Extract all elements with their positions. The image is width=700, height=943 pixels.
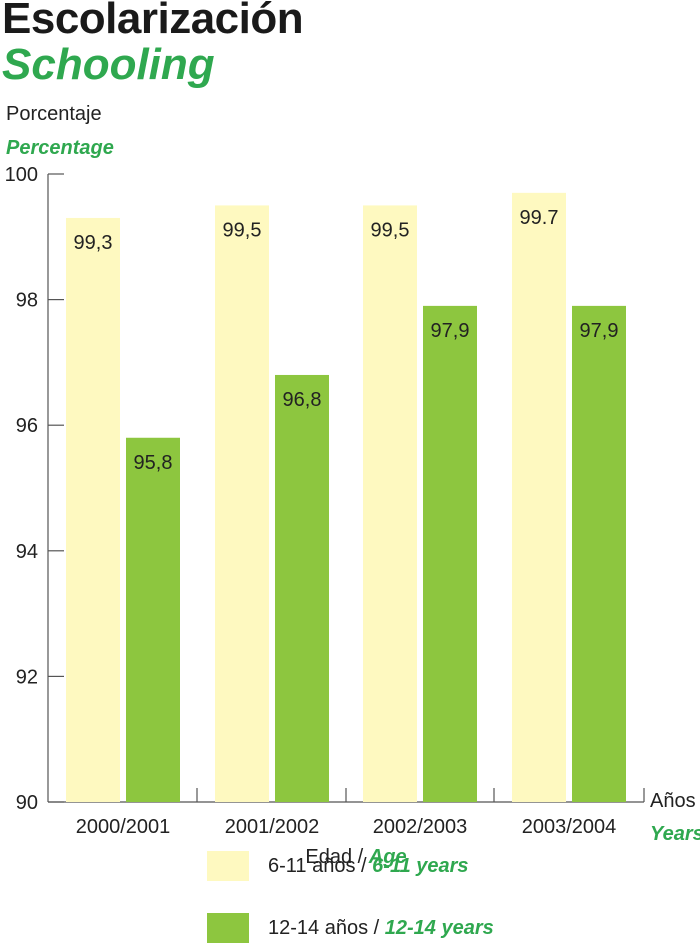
- x-tick-label-2000/2001: 2000/2001: [76, 816, 171, 838]
- data-label-2000/2001-series-1: 95,8: [134, 452, 173, 474]
- chart-subtitle: Schooling: [2, 40, 215, 89]
- bar-2000/2001-series-1: [126, 437, 180, 802]
- data-label-2000/2001-series-0: 99,3: [74, 232, 113, 254]
- x-axis-unit-en: Years: [650, 823, 700, 845]
- y-tick-label-90: 90: [16, 792, 38, 814]
- x-tick-label-2003/2004: 2003/2004: [522, 816, 617, 838]
- x-axis-title: Edad / Age: [0, 846, 700, 869]
- bar-2002/2003-series-0: [363, 205, 417, 802]
- y-tick-label-96: 96: [16, 415, 38, 437]
- data-label-2003/2004-series-1: 97,9: [580, 320, 619, 342]
- x-axis-title-en: Age: [368, 846, 407, 868]
- legend-label-12-14: 12-14 años / 12-14 years: [268, 916, 494, 939]
- chart-title: Escolarización: [2, 0, 304, 43]
- y-tick-label-92: 92: [16, 666, 38, 688]
- x-tick-label-2001/2002: 2001/2002: [225, 816, 320, 838]
- bar-2001/2002-series-1: [275, 374, 329, 802]
- legend-item-6-11: 6-11 años / 6-11 years: [207, 851, 469, 881]
- x-axis-title-separator: /: [352, 846, 369, 868]
- x-axis-unit: Años: [650, 790, 696, 812]
- legend-swatch-12-14: [207, 913, 249, 943]
- y-axis-label-en: Percentage: [6, 137, 114, 159]
- y-axis-label: Porcentaje: [6, 103, 102, 125]
- legend-item-12-14: 12-14 años / 12-14 years: [207, 913, 494, 943]
- bar-2002/2003-series-1: [423, 305, 477, 802]
- data-label-2001/2002-series-1: 96,8: [283, 389, 322, 411]
- legend-label-6-11: 6-11 años / 6-11 years: [268, 854, 469, 877]
- y-tick-label-100: 100: [5, 164, 38, 186]
- data-label-2003/2004-series-0: 99.7: [520, 207, 559, 229]
- y-tick-label-94: 94: [16, 541, 38, 563]
- bar-2003/2004-series-0: [512, 192, 566, 803]
- bar-2000/2001-series-0: [66, 217, 120, 802]
- bar-2001/2002-series-0: [215, 205, 269, 802]
- x-axis-title-es: Edad: [305, 846, 353, 868]
- data-label-2001/2002-series-0: 99,5: [223, 219, 262, 241]
- x-tick-label-2002/2003: 2002/2003: [373, 816, 468, 838]
- bar-2003/2004-series-1: [572, 305, 626, 802]
- data-label-2002/2003-series-1: 97,9: [431, 320, 470, 342]
- legend-swatch-6-11: [207, 851, 249, 881]
- y-tick-label-98: 98: [16, 290, 38, 312]
- data-label-2002/2003-series-0: 99,5: [371, 219, 410, 241]
